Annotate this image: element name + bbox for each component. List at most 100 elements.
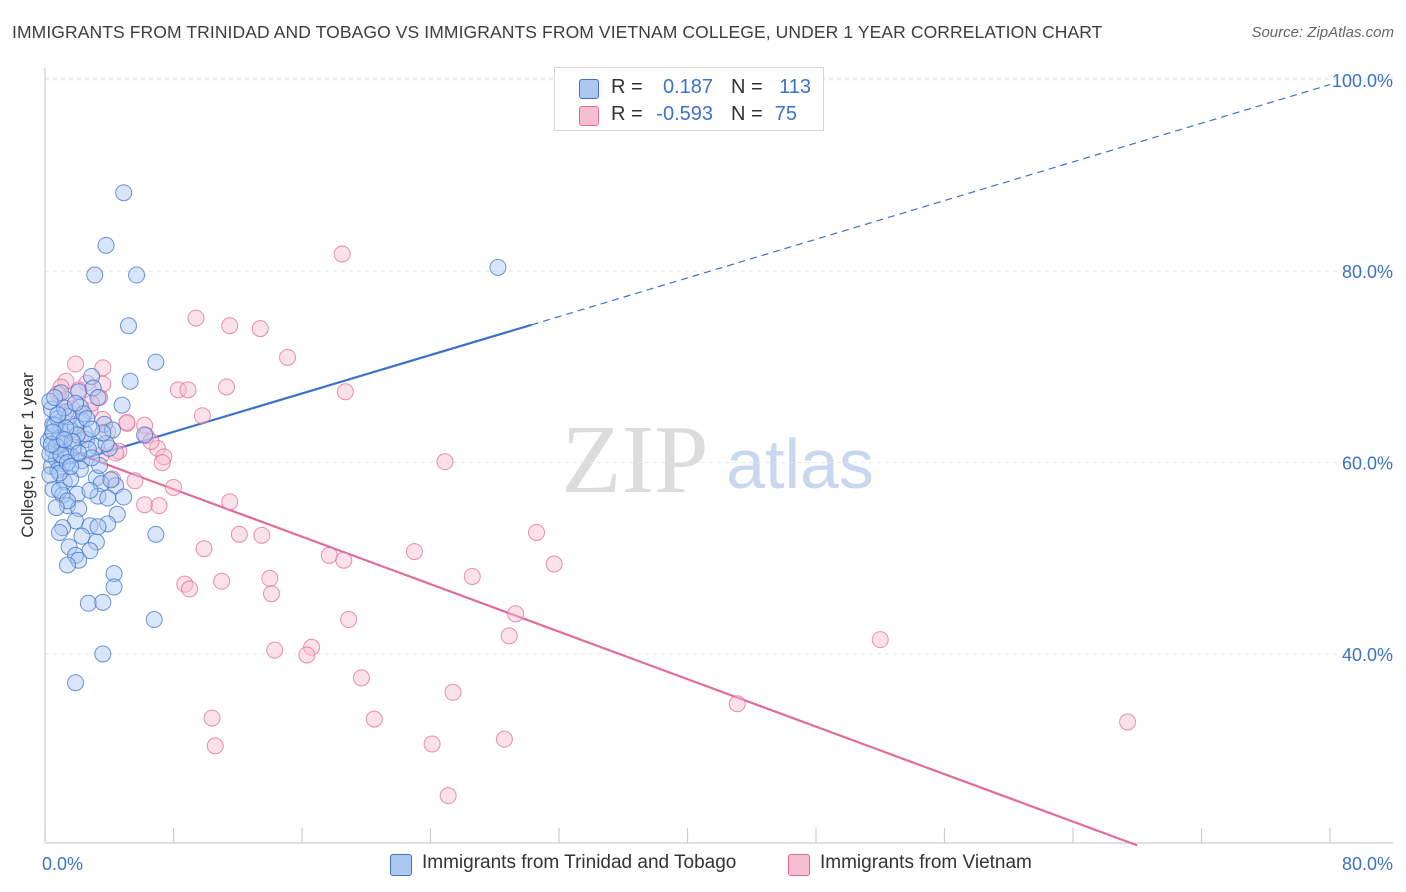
- point-vietnam: [507, 605, 525, 623]
- bottom-legend-swatch-trinidad: [390, 854, 412, 876]
- point-vietnam: [187, 309, 205, 327]
- legend-r-label: R =: [611, 76, 643, 98]
- legend-r-value: -0.593: [656, 103, 713, 125]
- x-tick-label: 0.0%: [42, 854, 83, 874]
- point-trinidad: [42, 435, 60, 453]
- point-trinidad: [115, 488, 133, 506]
- point-vietnam: [463, 567, 481, 585]
- point-vietnam: [136, 416, 154, 434]
- point-trinidad: [99, 489, 117, 507]
- point-trinidad: [94, 593, 112, 611]
- point-trinidad: [97, 434, 115, 452]
- point-vietnam: [118, 413, 136, 431]
- point-trinidad: [67, 394, 85, 412]
- point-trinidad: [55, 431, 73, 449]
- legend: R = 0.187 N = 113 R = -0.593 N = 75: [554, 67, 824, 131]
- point-vietnam: [67, 355, 85, 373]
- point-vietnam: [365, 710, 383, 728]
- point-vietnam: [333, 245, 351, 263]
- point-vietnam: [136, 496, 154, 514]
- trendline-trinidad-extension: [531, 84, 1331, 326]
- point-vietnam: [221, 317, 239, 335]
- trendline-trinidad: [51, 323, 533, 470]
- point-trinidad: [87, 533, 105, 551]
- point-trinidad: [60, 538, 78, 556]
- point-trinidad: [89, 518, 107, 536]
- point-vietnam: [213, 572, 231, 590]
- point-trinidad: [47, 499, 65, 517]
- legend-n-value: 113: [779, 76, 811, 98]
- bottom-legend-swatch-vietnam: [788, 854, 810, 876]
- point-trinidad: [489, 258, 507, 276]
- point-vietnam: [193, 407, 211, 425]
- point-vietnam: [195, 540, 213, 558]
- point-vietnam: [262, 585, 280, 603]
- y-tick-label: 100.0%: [1332, 71, 1393, 91]
- gridlines: [45, 77, 1393, 655]
- point-vietnam: [528, 523, 546, 541]
- point-trinidad: [79, 594, 97, 612]
- legend-row-vietnam: R = -0.593 N = 75: [555, 100, 823, 128]
- point-trinidad: [94, 645, 112, 663]
- point-vietnam: [253, 526, 271, 544]
- point-vietnam: [150, 497, 168, 515]
- point-vietnam: [405, 543, 423, 561]
- legend-swatch-trinidad: [579, 79, 599, 99]
- point-vietnam: [1119, 713, 1137, 731]
- chart-source: Source: ZipAtlas.com: [1251, 24, 1394, 41]
- point-vietnam: [439, 787, 457, 805]
- point-vietnam: [221, 493, 239, 511]
- point-trinidad: [105, 578, 123, 596]
- point-trinidad: [128, 266, 146, 284]
- point-vietnam: [206, 737, 224, 755]
- point-trinidad: [70, 551, 88, 569]
- data-points: [39, 184, 1137, 805]
- legend-n-label: N =: [731, 76, 763, 98]
- point-vietnam: [218, 378, 236, 396]
- point-trinidad: [105, 565, 123, 583]
- legend-r-value: 0.187: [662, 76, 713, 98]
- point-vietnam: [155, 448, 173, 466]
- point-trinidad: [58, 556, 76, 574]
- point-vietnam: [336, 383, 354, 401]
- watermark-zip: ZIP: [562, 406, 709, 514]
- point-vietnam: [298, 646, 316, 664]
- point-trinidad: [107, 477, 125, 495]
- point-vietnam: [203, 709, 221, 727]
- point-trinidad: [62, 470, 80, 488]
- point-vietnam: [230, 525, 248, 543]
- y-axis-title: College, Under 1 year: [18, 372, 37, 538]
- legend-row-trinidad: R = 0.187 N = 113: [555, 73, 823, 101]
- point-trinidad: [147, 353, 165, 371]
- point-trinidad: [81, 481, 99, 499]
- point-trinidad: [120, 317, 138, 335]
- point-trinidad: [68, 485, 86, 503]
- point-vietnam: [179, 381, 197, 399]
- point-trinidad: [54, 519, 72, 537]
- y-tick-label: 60.0%: [1342, 454, 1393, 474]
- point-trinidad: [100, 439, 118, 457]
- point-trinidad: [99, 515, 117, 533]
- point-trinidad: [46, 416, 64, 434]
- point-trinidad: [136, 426, 154, 444]
- point-vietnam: [261, 569, 279, 587]
- point-vietnam: [137, 427, 155, 445]
- point-trinidad: [79, 440, 97, 458]
- point-trinidad: [84, 379, 102, 397]
- watermark: ZIP atlas: [562, 406, 874, 514]
- point-vietnam: [126, 472, 144, 490]
- point-trinidad: [147, 525, 165, 543]
- point-vietnam: [153, 454, 171, 472]
- point-trinidad: [46, 389, 64, 407]
- point-trinidad: [102, 471, 120, 489]
- bottom-legend-label-vietnam: Immigrants from Vietnam: [820, 852, 1032, 873]
- trendline-vietnam: [49, 442, 1138, 847]
- point-trinidad: [44, 480, 62, 498]
- point-trinidad: [67, 674, 85, 692]
- point-vietnam: [436, 453, 454, 471]
- chart-title: IMMIGRANTS FROM TRINIDAD AND TOBAGO VS I…: [12, 22, 1103, 42]
- point-trinidad: [89, 389, 107, 407]
- point-vietnam: [169, 381, 187, 399]
- y-tick-label: 80.0%: [1342, 262, 1393, 282]
